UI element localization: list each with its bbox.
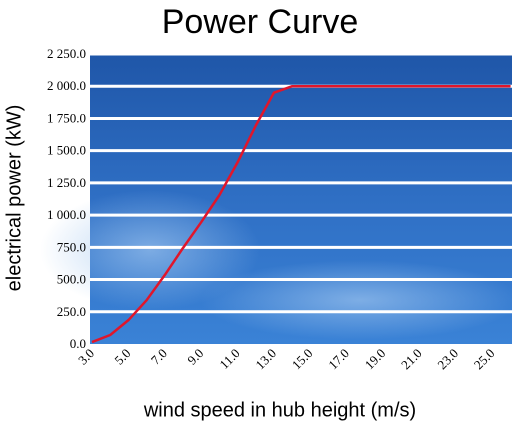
y-tick-label: 1 000.0: [47, 207, 86, 222]
y-tick-label: 2 000.0: [47, 78, 86, 93]
x-tick-label: 13.0: [252, 346, 279, 373]
y-tick-label: 500.0: [57, 272, 86, 287]
y-axis-label: electrical power (kW): [3, 105, 25, 292]
x-tick-label: 23.0: [434, 346, 461, 373]
y-tick-label: 1 500.0: [47, 143, 86, 158]
data-line: [91, 84, 511, 344]
y-tick-label: 250.0: [57, 304, 86, 319]
y-tick-label: 1 750.0: [47, 110, 86, 125]
x-tick-label: 7.0: [148, 346, 170, 368]
y-tick-label: 750.0: [57, 239, 86, 254]
y-tick-label: 2 250.0: [47, 46, 86, 61]
x-tick-label: 19.0: [362, 346, 389, 373]
x-tick-label: 5.0: [111, 346, 133, 368]
y-tick-label: 0.0: [70, 336, 86, 351]
x-tick-label: 15.0: [289, 346, 316, 373]
x-tick-label: 9.0: [184, 346, 206, 368]
x-tick-label: 17.0: [325, 346, 352, 373]
x-axis-label: wind speed in hub height (m/s): [143, 399, 416, 421]
y-tick-label: 1 250.0: [47, 175, 86, 190]
x-tick-label: 25.0: [471, 346, 498, 373]
chart-title: Power Curve: [162, 3, 359, 41]
cloud: [200, 260, 512, 340]
x-tick-label: 11.0: [216, 346, 242, 372]
x-tick-label: 21.0: [398, 346, 425, 373]
